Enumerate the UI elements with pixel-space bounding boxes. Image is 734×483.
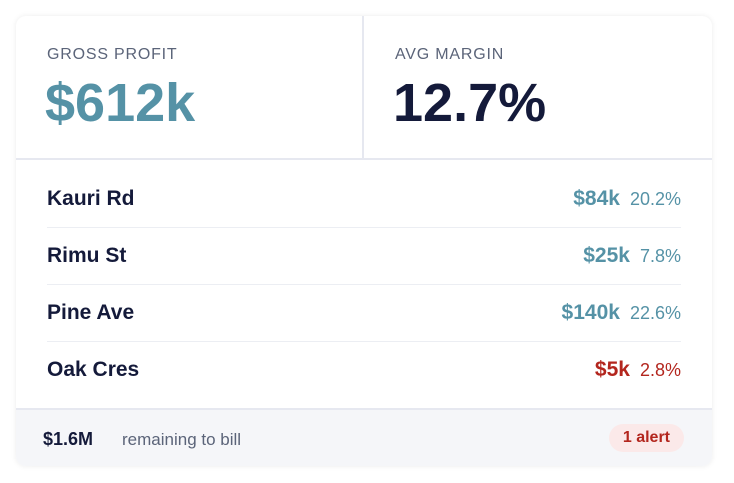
site-figures: $25k 7.8% — [583, 244, 681, 268]
site-row: Oak Cres $5k 2.8% — [47, 342, 681, 398]
site-amount: $5k — [594, 358, 630, 381]
site-row: Pine Ave $140k 22.6% — [47, 285, 681, 342]
kpi-label: AVG MARGIN — [395, 46, 505, 63]
site-figures: $140k 22.6% — [562, 301, 681, 325]
alert-badge[interactable]: 1 alert — [608, 424, 684, 452]
site-margin: 2.8% — [639, 360, 681, 380]
kpi: GROSS PROFIT $612k — [16, 16, 362, 158]
site-name: Oak Cres — [47, 358, 140, 381]
site-amount: $25k — [583, 244, 630, 267]
site-margin: 7.8% — [639, 246, 681, 266]
site-figures: $5k 2.8% — [595, 358, 681, 382]
site-name: Kauri Rd — [47, 187, 135, 210]
site-margin: 22.6% — [629, 303, 681, 323]
footer-amount: $1.6M — [43, 429, 94, 449]
site-name: Pine Ave — [47, 301, 135, 324]
kpi-label: GROSS PROFIT — [47, 46, 178, 63]
site-row: Rimu St $25k 7.8% — [47, 228, 681, 285]
site-amount: $140k — [561, 301, 620, 324]
kpi-value: 12.7% — [393, 73, 547, 133]
site-figures: $84k 20.2% — [573, 187, 681, 211]
footer: $1.6M remaining to bill 1 alert — [16, 408, 712, 466]
kpi-value: $612k — [45, 73, 196, 133]
site-margin: 20.2% — [629, 189, 681, 209]
site-amount: $84k — [573, 187, 620, 210]
profit-card: GROSS PROFIT $612k AVG MARGIN 12.7% $1.6M r… — [16, 16, 712, 466]
kpi: AVG MARGIN 12.7% — [364, 16, 710, 158]
footer-text: remaining to bill — [122, 430, 242, 449]
site-name: Rimu St — [47, 244, 127, 267]
kpi-section: GROSS PROFIT $612k AVG MARGIN 12.7% — [16, 16, 712, 160]
kpi-divider — [362, 16, 364, 158]
site-row: Kauri Rd $84k 20.2% — [47, 171, 681, 228]
